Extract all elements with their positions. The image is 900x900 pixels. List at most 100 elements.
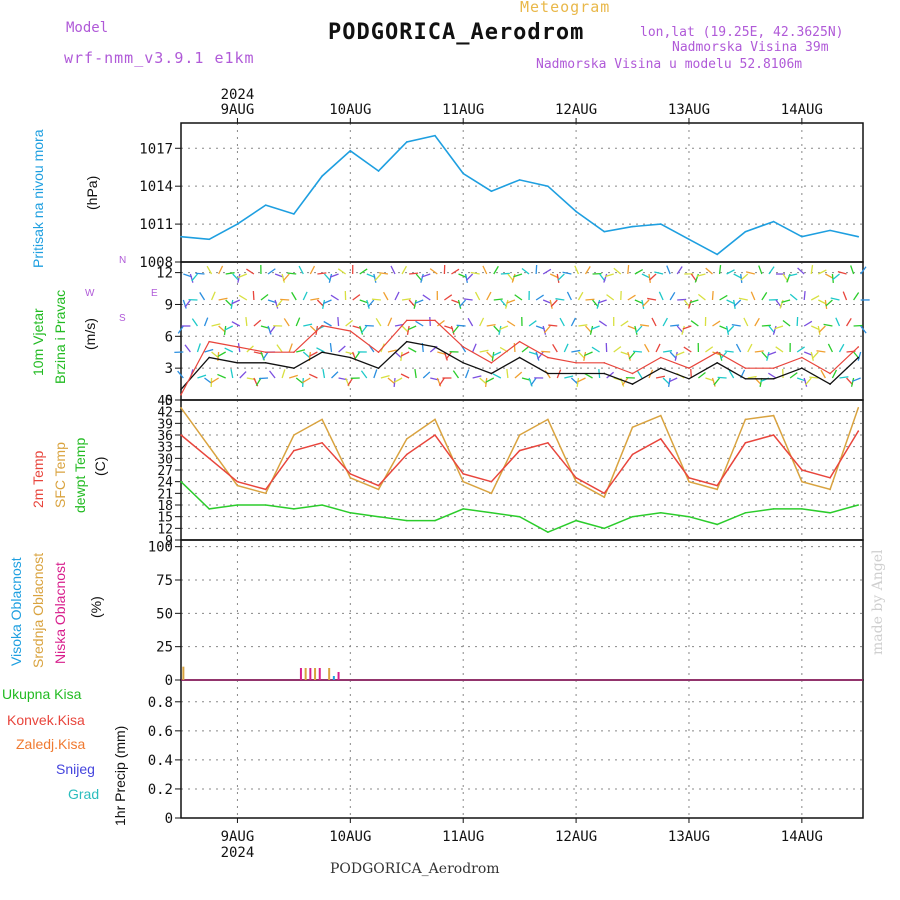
sfc-temp-line-point	[801, 480, 803, 483]
cloud-bar	[337, 672, 340, 680]
wind-barb	[269, 370, 276, 379]
wind-barb	[731, 323, 741, 327]
wind-barb	[464, 369, 470, 379]
credit: made by Angel	[870, 549, 886, 656]
wind-barb	[570, 377, 579, 385]
wind-barb	[768, 372, 777, 379]
pressure-line-point	[405, 141, 408, 143]
wind-barb	[463, 298, 473, 301]
wind-barb	[563, 343, 569, 353]
dewpt-line-point	[716, 523, 718, 526]
wind-mean-line-point	[829, 383, 831, 385]
wind-barb	[408, 299, 416, 308]
wind-barb	[555, 298, 565, 301]
temp2m-line-point	[490, 480, 493, 483]
pressure-line-point	[180, 235, 182, 238]
dewpt-line-point	[518, 515, 521, 518]
wind-barb	[711, 377, 716, 387]
wind-barb	[401, 265, 407, 275]
panel-frame	[180, 399, 864, 541]
wind-mean-line-point	[575, 372, 577, 375]
wind-barb	[506, 299, 516, 304]
wind-mean-line-point	[801, 367, 803, 369]
wind-barb	[288, 374, 298, 379]
dewpt-line-point	[462, 508, 465, 510]
wind-barb	[713, 377, 721, 386]
wind-barb	[451, 299, 461, 304]
wind-barb	[182, 299, 187, 309]
wind-barb	[789, 372, 798, 379]
pressure-line-point	[575, 210, 577, 213]
wind-barb	[238, 294, 248, 301]
wind-barb	[584, 373, 593, 379]
wind-mean-line-point	[208, 356, 211, 359]
wind-barb	[246, 268, 255, 275]
wind-barb	[663, 350, 673, 353]
sfc-temp-line-point	[829, 488, 831, 491]
wind-barb	[383, 291, 389, 301]
y-tick-label: 0.2	[148, 782, 173, 798]
wind-barb	[634, 299, 644, 305]
wind-barb	[528, 320, 537, 327]
wind-barb	[571, 349, 581, 353]
wind-barb	[809, 376, 819, 379]
sfc-temp-line-point	[603, 496, 606, 499]
y-tick-label: 24	[157, 476, 173, 491]
wind-barb	[774, 325, 784, 330]
wind-gust-line-point	[631, 372, 634, 375]
wind-barb	[559, 317, 565, 327]
wind-barb	[486, 291, 492, 301]
wind-barb	[360, 325, 368, 334]
wind-barb	[735, 343, 742, 353]
dewpt-line-point	[236, 504, 239, 506]
wind-barb	[654, 271, 664, 275]
wind-barb	[655, 343, 661, 353]
dewpt-line-point	[575, 519, 577, 522]
pressure-line-point	[603, 230, 606, 233]
wind-barb	[184, 299, 191, 308]
wind-barb	[401, 298, 412, 301]
wind-barb	[810, 351, 814, 361]
wind-barb	[712, 320, 721, 327]
wind-barb	[197, 374, 207, 379]
wind-barb	[323, 320, 332, 327]
wind-barb	[486, 323, 496, 327]
sfc-temp-line-point	[490, 492, 493, 495]
temp2m-line	[180, 430, 859, 495]
wind-barb	[295, 377, 304, 385]
temp2m-line-point	[772, 434, 775, 436]
wind-barb	[374, 273, 382, 282]
wind-barb	[578, 324, 588, 327]
wind-label-2: Brzina i Pravac	[52, 289, 68, 384]
dewpt-line-point	[829, 511, 831, 514]
wind-gust-line-point	[462, 346, 465, 348]
wind-barb	[549, 299, 553, 309]
wind-barb	[282, 273, 290, 282]
pressure-line-point	[377, 170, 380, 172]
wind-barb	[556, 273, 560, 283]
wind-barb	[759, 377, 763, 387]
wind-barb	[359, 268, 368, 275]
wind-barb	[761, 292, 768, 301]
wind-barb	[459, 299, 467, 308]
wind-barb	[845, 317, 852, 327]
wind-barb	[530, 377, 537, 386]
wind-barb	[189, 273, 194, 283]
wind-barb	[409, 272, 419, 275]
wind-barb	[287, 272, 297, 275]
dewpt-line-point	[857, 504, 860, 506]
dewpt-line-point	[405, 519, 408, 522]
wind-barb	[445, 351, 452, 360]
wind-mean-line-point	[857, 356, 860, 359]
temp2m-line-point	[208, 457, 211, 460]
dewpt-line-point	[434, 519, 436, 522]
pressure-line-point	[659, 223, 662, 225]
wind-barb	[513, 342, 516, 353]
wind-barb	[450, 325, 455, 335]
wind-barb	[726, 299, 736, 305]
panel-frame	[180, 679, 864, 819]
wind-barb	[452, 325, 460, 334]
wind-barb	[823, 323, 833, 327]
wind-barb	[472, 343, 477, 353]
wind-barb	[537, 351, 544, 360]
